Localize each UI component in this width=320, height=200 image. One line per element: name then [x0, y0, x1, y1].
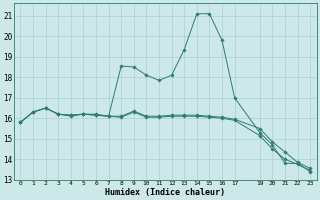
X-axis label: Humidex (Indice chaleur): Humidex (Indice chaleur): [105, 188, 225, 197]
